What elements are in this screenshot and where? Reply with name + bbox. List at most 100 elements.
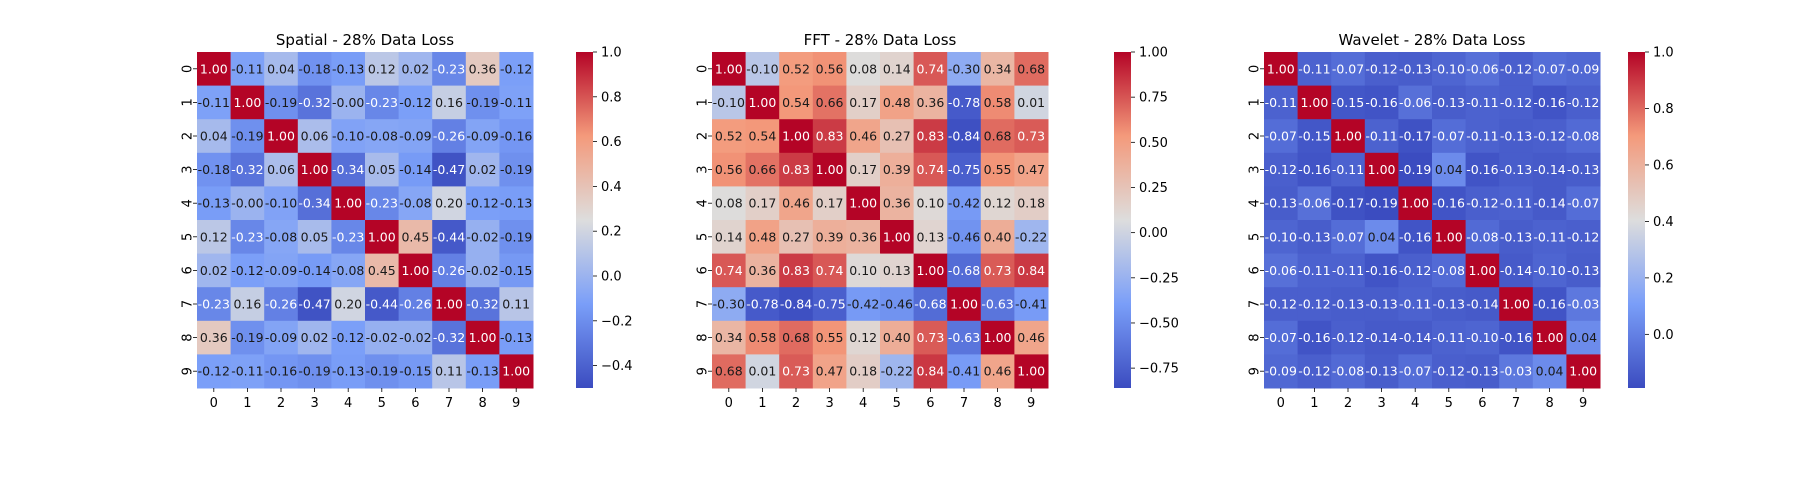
colorbar-tick-label: 1.0: [601, 46, 622, 61]
heatmap-cell: [331, 119, 366, 154]
cell-value-label: -0.23: [198, 297, 230, 312]
heatmap-cell: [499, 186, 534, 221]
cell-value-label: -0.34: [332, 162, 364, 177]
heatmap-cell: [779, 220, 814, 255]
cell-value-label: 0.52: [715, 129, 743, 144]
cell-value-label: -0.16: [1365, 263, 1397, 278]
heatmap-cell: [297, 186, 332, 221]
cell-value-label: 0.05: [368, 162, 396, 177]
y-tick-label: 9: [181, 367, 196, 375]
heatmap-cell: [1499, 287, 1534, 322]
x-tick-label: 9: [1579, 396, 1587, 411]
x-tick-label: 1: [243, 396, 251, 411]
cell-value-label: 0.66: [816, 95, 844, 110]
heatmap-cell: [913, 220, 948, 255]
heatmap-cell: [913, 52, 948, 87]
cell-value-label: -0.07: [1399, 364, 1431, 379]
heatmap-cell: [846, 320, 881, 355]
heatmap-cell: [1398, 119, 1433, 154]
heatmap-cell: [365, 354, 400, 389]
cell-value-label: 0.83: [782, 162, 810, 177]
heatmap-cell: [947, 85, 982, 120]
cell-value-label: -0.46: [881, 297, 913, 312]
heatmap-cell: [398, 253, 433, 288]
heatmap-cell: [980, 85, 1015, 120]
heatmap-cell: [712, 354, 747, 389]
heatmap-cell: [264, 320, 299, 355]
y-tick-label: 9: [1248, 367, 1263, 375]
cell-value-label: 0.68: [715, 364, 743, 379]
cell-value-label: -0.11: [1332, 263, 1364, 278]
cell-value-label: -0.16: [1399, 229, 1431, 244]
cell-value-label: -0.08: [1332, 364, 1364, 379]
x-tick-label: 3: [1377, 396, 1385, 411]
heatmap-cell: [745, 287, 780, 322]
y-tick-label: 8: [696, 333, 711, 341]
cell-value-label: 0.13: [916, 229, 944, 244]
heatmap-cell: [297, 52, 332, 87]
x-tick-label: 0: [725, 396, 733, 411]
heatmap-cell: [1264, 152, 1299, 187]
heatmap-cell: [230, 220, 265, 255]
heatmap-cell: [365, 152, 400, 187]
cell-value-label: 1.00: [916, 263, 944, 278]
cell-value-label: 0.36: [748, 263, 776, 278]
heatmap-cell: [398, 320, 433, 355]
heatmap-cell: [197, 287, 232, 322]
cell-value-label: 0.04: [1368, 229, 1396, 244]
cell-value-label: -0.13: [1433, 95, 1465, 110]
heatmap-cell: [1398, 320, 1433, 355]
cell-value-label: -0.84: [948, 129, 980, 144]
cell-value-label: -0.02: [399, 330, 431, 345]
cell-value-label: -0.17: [1332, 196, 1364, 211]
heatmap-cell: [331, 287, 366, 322]
heatmap-cell: [980, 119, 1015, 154]
y-tick-label: 2: [181, 132, 196, 140]
heatmap-cell: [745, 152, 780, 187]
heatmap-cell: [197, 253, 232, 288]
cell-value-label: -0.11: [1466, 129, 1498, 144]
heatmap-cell: [913, 152, 948, 187]
heatmap-cell: [779, 354, 814, 389]
heatmap-cell: [499, 354, 534, 389]
cell-value-label: -0.13: [1298, 229, 1330, 244]
heatmap-cell: [465, 287, 500, 322]
heatmap-cell: [1465, 85, 1500, 120]
cell-value-label: -0.07: [1433, 129, 1465, 144]
heatmap-cell: [398, 354, 433, 389]
cell-value-label: -0.46: [948, 229, 980, 244]
colorbar: [576, 52, 593, 388]
y-tick-label: 7: [1248, 300, 1263, 308]
cell-value-label: 1.00: [1368, 162, 1396, 177]
heatmap-cell: [880, 287, 915, 322]
cell-value-label: 0.68: [984, 129, 1012, 144]
heatmap-cell: [499, 287, 534, 322]
cell-value-label: 1.00: [1569, 364, 1597, 379]
cell-value-label: -0.12: [1433, 364, 1465, 379]
cell-value-label: -0.11: [500, 95, 532, 110]
heatmap-cell: [1499, 85, 1534, 120]
heatmap-cell: [197, 320, 232, 355]
y-tick-label: 3: [181, 165, 196, 173]
heatmap-cell: [846, 119, 881, 154]
heatmap-cell: [913, 354, 948, 389]
heatmap-cell: [264, 52, 299, 87]
cell-value-label: -0.08: [1567, 129, 1599, 144]
cell-value-label: 1.00: [1435, 229, 1463, 244]
heatmap-cell: [1364, 287, 1399, 322]
heatmap-cell: [1432, 186, 1467, 221]
heatmap-cell: [297, 287, 332, 322]
cell-value-label: 0.04: [1536, 364, 1564, 379]
heatmap-cell: [779, 119, 814, 154]
cell-value-label: 0.04: [1435, 162, 1463, 177]
cell-value-label: -0.08: [265, 229, 297, 244]
heatmap-cell: [779, 186, 814, 221]
cell-value-label: 0.27: [883, 129, 911, 144]
cell-value-label: -0.10: [1433, 61, 1465, 76]
y-tick-label: 6: [1248, 266, 1263, 274]
heatmap-cell: [1014, 320, 1049, 355]
cell-value-label: -0.13: [1567, 162, 1599, 177]
x-tick-label: 6: [926, 396, 934, 411]
heatmap-cell: [1297, 287, 1332, 322]
